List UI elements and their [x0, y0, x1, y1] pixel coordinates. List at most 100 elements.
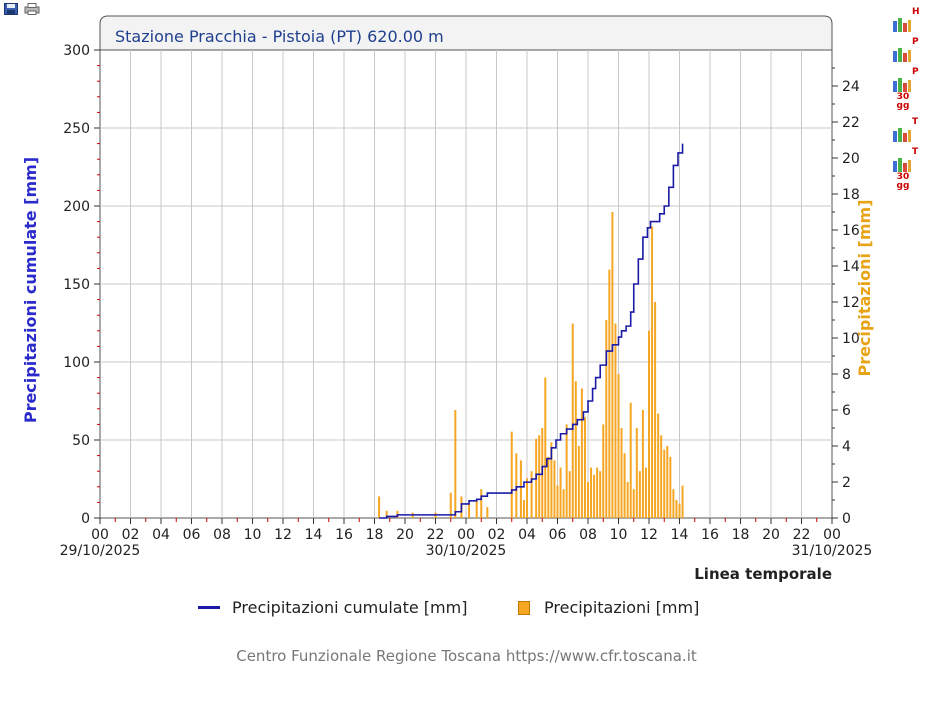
precipitation-bar: [475, 500, 478, 518]
precipitation-bar: [530, 471, 533, 518]
legend: Precipitazioni cumulate [mm] Precipitazi…: [0, 598, 933, 626]
legend-line-label: Precipitazioni cumulate [mm]: [232, 598, 468, 617]
precipitation-bar: [538, 435, 541, 518]
x-tick-label: 06: [549, 527, 567, 543]
precipitation-bar: [454, 410, 457, 518]
precipitation-bar: [593, 474, 596, 518]
y-left-tick-label: 100: [63, 355, 90, 371]
print-icon[interactable]: [24, 0, 40, 15]
footer-credit: Centro Funzionale Regione Toscana https:…: [236, 647, 697, 665]
chart-icon-letter: T: [912, 147, 919, 157]
precipitation-bar: [468, 503, 471, 518]
x-tick-label: 12: [640, 527, 658, 543]
precipitation-bar: [378, 496, 381, 518]
x-tick-label: 02: [122, 527, 140, 543]
x-tick-label: 00: [823, 527, 841, 543]
precipitation-bar: [550, 442, 553, 518]
y-right-tick-label: 18: [842, 187, 860, 203]
x-tick-label: 14: [671, 527, 689, 543]
precipitation-bar: [486, 507, 489, 518]
precipitation-bar: [663, 449, 666, 518]
x-tick-label: 08: [213, 527, 231, 543]
pluvio-chart-icon[interactable]: P: [892, 38, 922, 64]
x-tick-label: 18: [732, 527, 750, 543]
y-right-tick-label: 2: [842, 475, 851, 491]
precipitation-bar: [626, 482, 629, 518]
x-tick-label: 16: [335, 527, 353, 543]
precipitation-bar: [515, 453, 518, 518]
x-date-label: 30/10/2025: [426, 543, 507, 559]
precipitation-bar: [599, 471, 602, 518]
x-tick-label: 22: [427, 527, 445, 543]
y-right-tick-label: 16: [842, 223, 860, 239]
x-tick-label: 20: [396, 527, 414, 543]
y-right-tick-label: 4: [842, 439, 851, 455]
chart-icon-letter: T: [912, 117, 919, 127]
y-right-tick-label: 0: [842, 511, 851, 527]
precipitation-bar: [544, 377, 547, 518]
precipitation-bar: [519, 460, 522, 518]
pluvio-30gg-chart-icon[interactable]: P 30 gg: [892, 68, 922, 111]
y-left-tick-label: 300: [63, 43, 90, 59]
precipitation-bar: [553, 460, 556, 518]
precipitation-bar: [571, 323, 574, 518]
y-right-axis-title: Precipitazioni [mm]: [855, 199, 874, 376]
precipitation-bar: [385, 510, 388, 518]
precipitation-bar: [565, 424, 568, 518]
thermo-chart-icon[interactable]: T: [892, 118, 922, 144]
legend-item-precipitation: Precipitazioni [mm]: [518, 598, 699, 617]
precipitation-bar: [522, 500, 525, 518]
precipitation-bar: [562, 489, 565, 518]
y-left-tick-label: 200: [63, 199, 90, 215]
x-tick-label: 12: [274, 527, 292, 543]
precipitation-bar: [638, 471, 641, 518]
x-tick-label: 06: [183, 527, 201, 543]
x-tick-label: 22: [793, 527, 811, 543]
precipitation-bar: [657, 413, 660, 518]
precipitation-bar: [605, 320, 608, 518]
precipitation-bar: [681, 485, 684, 518]
precipitation-bar: [644, 467, 647, 518]
x-tick-label: 16: [701, 527, 719, 543]
precipitation-bar: [669, 456, 672, 518]
hydrometric-chart-icon[interactable]: H: [892, 8, 922, 34]
chart-icon-letter: H: [912, 7, 920, 17]
y-left-tick-label: 50: [72, 433, 90, 449]
y-right-tick-label: 22: [842, 115, 860, 131]
precipitation-bar: [583, 417, 586, 518]
x-tick-label: 02: [488, 527, 506, 543]
y-right-tick-label: 14: [842, 259, 860, 275]
chart-title: Stazione Pracchia - Pistoia (PT) 620.00 …: [115, 27, 444, 46]
x-tick-label: 18: [366, 527, 384, 543]
precipitation-bar: [577, 446, 580, 518]
precipitation-bar: [620, 428, 623, 518]
y-left-axis-title: Precipitazioni cumulate [mm]: [21, 157, 40, 423]
precipitation-bar: [547, 456, 550, 518]
precipitation-chart: Stazione Pracchia - Pistoia (PT) 620.00 …: [21, 15, 874, 583]
y-left-tick-label: 250: [63, 121, 90, 137]
precipitation-bar: [480, 489, 483, 518]
precipitation-bar: [641, 410, 644, 518]
y-left-tick-label: 0: [81, 511, 90, 527]
precipitation-bar: [678, 503, 681, 518]
y-right-tick-label: 6: [842, 403, 851, 419]
x-tick-label: 00: [91, 527, 109, 543]
x-tick-label: 10: [610, 527, 628, 543]
y-right-tick-label: 8: [842, 367, 851, 383]
precipitation-bar: [648, 330, 650, 518]
precipitation-bar: [596, 467, 599, 518]
precipitation-bar: [651, 226, 654, 518]
precipitation-bar: [608, 269, 611, 518]
y-right-tick-label: 10: [842, 331, 860, 347]
x-tick-label: 04: [518, 527, 536, 543]
save-icon[interactable]: [4, 0, 18, 15]
precipitation-bar: [635, 428, 638, 518]
y-right-tick-label: 20: [842, 151, 860, 167]
chart-icon-letter: P: [912, 37, 919, 47]
thermo-30gg-chart-icon[interactable]: T 30 gg: [892, 147, 922, 191]
x-tick-label: 14: [305, 527, 323, 543]
y-right-tick-label: 24: [842, 79, 860, 95]
precipitation-bar: [611, 212, 614, 518]
precipitation-bar: [614, 323, 617, 518]
precipitation-bar: [602, 424, 605, 518]
